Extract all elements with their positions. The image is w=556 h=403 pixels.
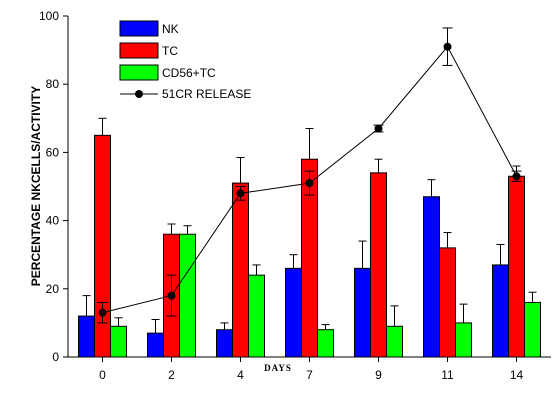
release-point bbox=[236, 189, 245, 198]
y-tick-label: 60 bbox=[46, 145, 60, 159]
y-axis-title: PERCENTAGE NKCELLS/ACTIVITY bbox=[29, 86, 43, 286]
bar-cd56-tc bbox=[386, 325, 403, 358]
legend-label: CD56+TC bbox=[162, 66, 216, 80]
bar-tc bbox=[508, 175, 525, 358]
x-axis-title: DAYS bbox=[264, 363, 292, 373]
release-point bbox=[374, 124, 383, 133]
bar-cd56-tc bbox=[317, 329, 334, 358]
bar-nk bbox=[147, 332, 164, 358]
x-tick-label: 7 bbox=[306, 368, 313, 382]
legend: NK TC CD56+TC 51CR RELEASE bbox=[119, 20, 251, 101]
x-tick-label: 2 bbox=[168, 368, 175, 382]
x-tick-label: 4 bbox=[237, 368, 244, 382]
legend-swatch-cd56-tc bbox=[119, 64, 159, 81]
bar-cd56-tc bbox=[110, 325, 127, 358]
release-point bbox=[512, 172, 521, 181]
x-tick-label: 14 bbox=[510, 368, 524, 382]
y-tick-label: 80 bbox=[46, 77, 60, 91]
release-point bbox=[305, 179, 314, 188]
legend-label: NK bbox=[162, 22, 179, 36]
legend-label: TC bbox=[162, 44, 178, 58]
y-tick-label: 40 bbox=[46, 214, 60, 228]
bar-nk bbox=[78, 315, 95, 358]
bar-nk bbox=[285, 267, 302, 358]
bar-tc bbox=[232, 182, 249, 358]
release-line bbox=[97, 27, 522, 324]
x-tick-label: 0 bbox=[99, 368, 106, 382]
x-tick-label: 11 bbox=[441, 368, 454, 382]
bar-tc bbox=[94, 134, 111, 358]
legend-label: 51CR RELEASE bbox=[162, 87, 251, 101]
bar-cd56-tc bbox=[455, 322, 472, 358]
y-tick-label: 0 bbox=[52, 350, 59, 364]
legend-swatch-tc bbox=[119, 42, 159, 59]
bars bbox=[78, 117, 541, 358]
bar-nk bbox=[423, 196, 440, 358]
bar-cd56-tc bbox=[248, 274, 265, 358]
bar-cd56-tc bbox=[524, 301, 541, 358]
release-point bbox=[167, 291, 176, 300]
y-tick-label: 100 bbox=[39, 9, 59, 23]
x-tick-label: 9 bbox=[375, 368, 382, 382]
y-tick-label: 20 bbox=[46, 282, 60, 296]
legend-marker bbox=[135, 90, 143, 98]
bar-cd56-tc bbox=[179, 233, 196, 358]
release-point bbox=[98, 308, 107, 317]
bar-nk bbox=[216, 329, 233, 358]
bar-tc bbox=[439, 247, 456, 358]
axes: 0 20 40 60 80 100 0 2 4 7 9 11 14 bbox=[39, 9, 551, 382]
legend-swatch-nk bbox=[119, 20, 159, 37]
bar-nk bbox=[492, 264, 509, 358]
bar-tc bbox=[370, 172, 387, 358]
bar-nk bbox=[354, 267, 371, 358]
release-point bbox=[443, 42, 452, 51]
